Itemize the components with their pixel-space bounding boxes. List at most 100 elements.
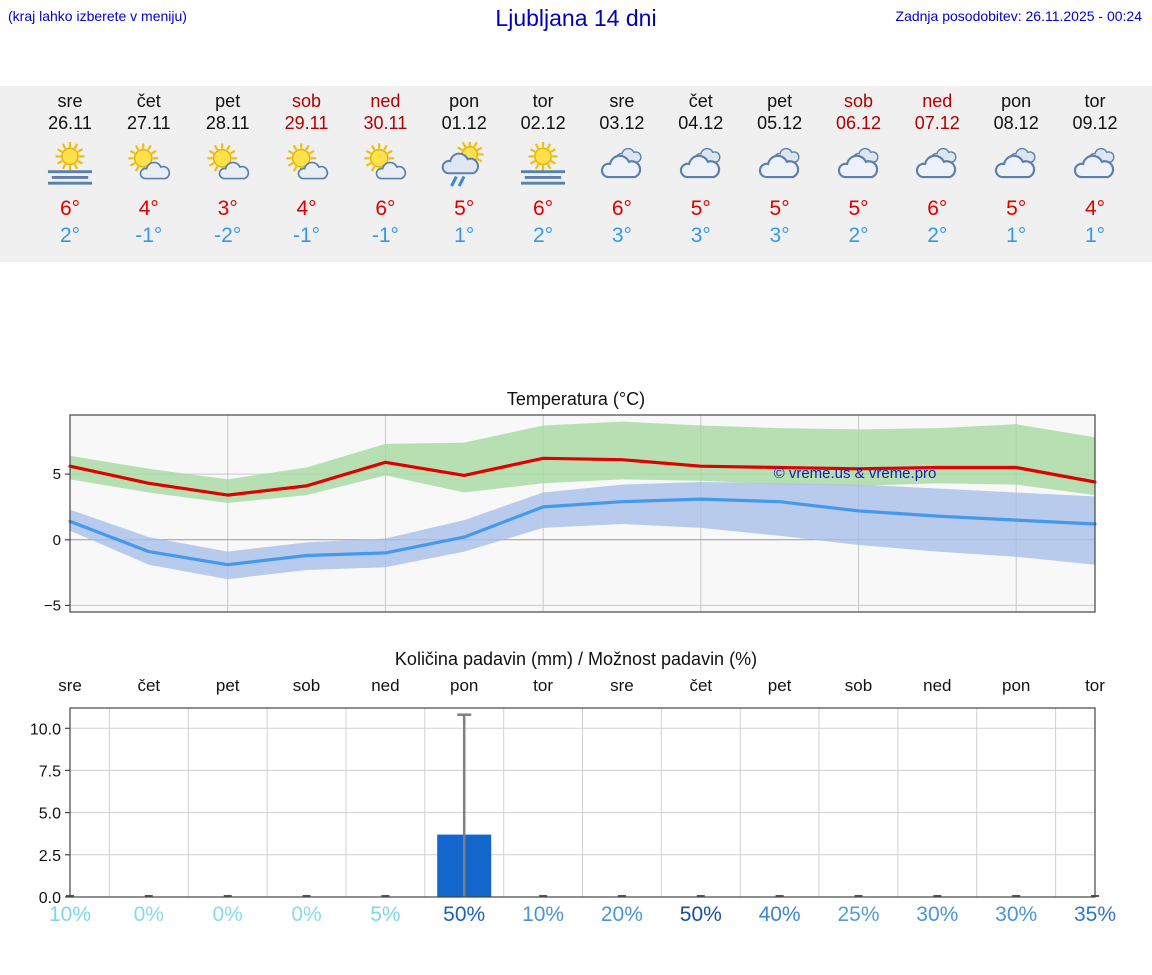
forecast-day-07.12[interactable]: ned 07.12 6° 2° bbox=[896, 86, 978, 262]
max-temperature: 5° bbox=[454, 197, 475, 220]
temp-ytick-label: 5 bbox=[53, 466, 61, 483]
day-name: pet bbox=[215, 91, 241, 111]
day-date: 30.11 bbox=[363, 113, 408, 133]
weather-icon bbox=[344, 139, 426, 191]
day-date: 08.12 bbox=[993, 113, 1039, 133]
forecast-day-06.12[interactable]: sob 06.12 5° 2° bbox=[818, 86, 900, 262]
max-temperature: 4° bbox=[1084, 197, 1106, 220]
weather-icon bbox=[423, 139, 505, 191]
max-temperature: 5° bbox=[1006, 197, 1027, 220]
precip-day-label: pet bbox=[767, 676, 792, 695]
forecast-day-05.12[interactable]: pet 05.12 5° 3° bbox=[739, 86, 821, 262]
forecast-day-04.12[interactable]: čet 04.12 5° 3° bbox=[660, 86, 742, 262]
precip-day-label: pet bbox=[215, 676, 240, 695]
weather-icon bbox=[29, 139, 111, 191]
weather-icon bbox=[896, 139, 978, 191]
temperature-chart-title: Temperatura (°C) bbox=[506, 389, 646, 409]
precip-probability: 5% bbox=[370, 903, 401, 926]
precip-probabilities: 10% 0% 0% 0% 5% 50% 10% 20% 50% 40% 25% 30% 30% 35% bbox=[0, 903, 1152, 929]
forecast-day-08.12[interactable]: pon 08.12 5° 1° bbox=[975, 86, 1057, 262]
sun-cloud-icon bbox=[128, 143, 170, 180]
max-temperature: 6° bbox=[375, 197, 396, 220]
precip-day-label: čet bbox=[689, 676, 713, 695]
max-temperature: 5° bbox=[690, 197, 711, 220]
precip-day-label: pon bbox=[1002, 676, 1031, 695]
precip-day-label: čet bbox=[137, 676, 161, 695]
sun-rain-icon bbox=[441, 142, 484, 187]
forecast-day-01.12[interactable]: pon 01.12 5° 1° bbox=[423, 86, 505, 262]
precip-ytick-label: 10.0 bbox=[30, 721, 61, 738]
min-temperature-line bbox=[68, 497, 1097, 567]
weather-icon bbox=[581, 139, 663, 191]
max-temperature-range-band bbox=[70, 421, 1095, 503]
min-temperature: 1° bbox=[1084, 224, 1106, 247]
precip-probability: 50% bbox=[443, 903, 486, 926]
day-date: 01.12 bbox=[441, 113, 487, 133]
min-temperature: 3° bbox=[769, 224, 790, 247]
day-date: 02.12 bbox=[520, 113, 566, 133]
day-date: 05.12 bbox=[757, 113, 803, 133]
day-date: 06.12 bbox=[835, 113, 882, 133]
day-date: 27.11 bbox=[126, 113, 171, 133]
day-name: sre bbox=[57, 91, 83, 111]
forecast-day-26.11[interactable]: sre 26.11 6° 2° bbox=[29, 86, 111, 262]
precip-day-label: ned bbox=[371, 676, 400, 695]
max-temperature-line bbox=[68, 456, 1097, 497]
precip-probability: 0% bbox=[291, 903, 322, 926]
day-date: 28.11 bbox=[205, 113, 250, 133]
cloudy-icon bbox=[1073, 147, 1115, 179]
temperature-chart: 5 0 −5 © vreme.us & vreme.pro bbox=[44, 414, 1097, 614]
precip-probability: 40% bbox=[758, 903, 801, 926]
cloudy-icon bbox=[916, 147, 957, 179]
precip-probability: 25% bbox=[837, 903, 880, 926]
day-name: sob bbox=[843, 91, 874, 111]
day-name: tor bbox=[1084, 91, 1106, 111]
sun-cloud-icon bbox=[364, 143, 407, 180]
precip-day-labels: sre čet pet sob ned pon tor sre čet pet sob ned pon t… bbox=[0, 676, 1152, 702]
day-name: pon bbox=[1001, 91, 1032, 111]
day-name: pet bbox=[767, 91, 793, 111]
weather-icon bbox=[818, 139, 900, 191]
max-temperature: 5° bbox=[769, 197, 790, 220]
forecast-day-03.12[interactable]: sre 03.12 6° 3° bbox=[581, 86, 663, 262]
day-date: 29.11 bbox=[284, 113, 329, 133]
forecast-day-28.11[interactable]: pet 28.11 3° -2° bbox=[187, 86, 269, 262]
precip-chart-title: Količina padavin (mm) / Možnost padavin … bbox=[394, 649, 758, 669]
precip-probability: 50% bbox=[679, 903, 722, 926]
location-menu-hint: (kraj lahko izberete v meniju) bbox=[8, 8, 187, 24]
min-temperature: 2° bbox=[927, 224, 948, 247]
precip-probability: 0% bbox=[133, 903, 164, 926]
precip-ytick-label: 2.5 bbox=[39, 848, 61, 865]
precip-probability: 30% bbox=[995, 903, 1038, 926]
day-name: tor bbox=[532, 91, 554, 111]
day-date: 26.11 bbox=[48, 113, 92, 133]
precip-probability: 30% bbox=[916, 903, 959, 926]
day-date: 07.12 bbox=[914, 113, 960, 133]
page-title: Ljubljana 14 dni bbox=[495, 5, 657, 31]
day-date: 09.12 bbox=[1072, 113, 1118, 133]
precip-probability: 10% bbox=[522, 903, 565, 926]
cloudy-icon bbox=[837, 147, 879, 179]
weather-icon bbox=[660, 139, 742, 191]
min-temperature: 1° bbox=[454, 224, 475, 247]
watermark-link[interactable]: © vreme.us & vreme.pro bbox=[774, 465, 937, 482]
forecast-day-02.12[interactable]: tor 02.12 6° 2° bbox=[502, 86, 584, 262]
max-temperature: 5° bbox=[848, 197, 869, 220]
forecast-day-27.11[interactable]: čet 27.11 4° -1° bbox=[108, 86, 190, 262]
precip-ytick-label: 7.5 bbox=[39, 763, 61, 780]
precip-probability: 0% bbox=[212, 903, 243, 926]
max-temperature: 4° bbox=[138, 197, 159, 220]
forecast-day-09.12[interactable]: tor 09.12 4° 1° bbox=[1054, 86, 1136, 262]
min-temperature: 2° bbox=[59, 224, 81, 247]
forecast-day-30.11[interactable]: ned 30.11 6° -1° bbox=[344, 86, 426, 262]
precip-day-label: pon bbox=[450, 676, 479, 695]
min-temperature: 1° bbox=[1006, 224, 1027, 247]
precip-day-label: ned bbox=[923, 676, 952, 695]
forecast-day-29.11[interactable]: sob 29.11 4° -1° bbox=[266, 86, 348, 262]
cloudy-icon bbox=[679, 147, 721, 179]
precip-ytick-label: 0.0 bbox=[39, 890, 61, 907]
precip-ytick-label: 5.0 bbox=[39, 806, 61, 823]
sun-fog-icon bbox=[521, 142, 566, 185]
precip-day-label: sob bbox=[292, 676, 321, 695]
day-name: sob bbox=[291, 91, 322, 111]
